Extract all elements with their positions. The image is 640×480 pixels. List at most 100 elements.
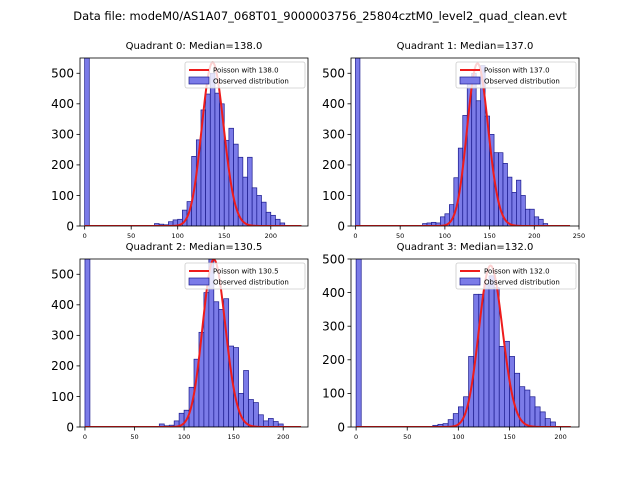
legend-box bbox=[455, 61, 577, 89]
x-tick-label: 50 bbox=[130, 433, 138, 441]
x-tick-label: 100 bbox=[452, 433, 464, 441]
histogram-bar bbox=[355, 259, 362, 427]
histogram-bar bbox=[534, 406, 541, 427]
y-tick-label: 300 bbox=[51, 128, 74, 142]
quadrant-panel-2: Quadrant 2: Median=130.50100200300400500… bbox=[51, 242, 309, 441]
histogram-bar bbox=[205, 93, 211, 226]
legend-bar-swatch bbox=[188, 277, 210, 286]
legend-label-observed: Observed distribution bbox=[484, 279, 560, 287]
histogram-bar bbox=[251, 187, 258, 226]
y-tick-label: 200 bbox=[322, 353, 345, 367]
x-tick-label: 0 bbox=[83, 433, 87, 441]
x-tick-label: 50 bbox=[396, 232, 404, 240]
y-tick-label: 300 bbox=[322, 320, 345, 334]
panel-title: Quadrant 3: Median=132.0 bbox=[397, 242, 534, 253]
y-tick-label: 0 bbox=[337, 219, 345, 233]
histogram-bar bbox=[516, 179, 522, 226]
legend-label-observed: Observed distribution bbox=[213, 78, 289, 86]
histogram-bar bbox=[247, 156, 253, 226]
x-tick-label: 150 bbox=[227, 433, 239, 441]
panel-title: Quadrant 1: Median=137.0 bbox=[397, 41, 534, 52]
y-tick-label: 300 bbox=[51, 329, 74, 343]
legend-label-poisson: Poisson with 130.5 bbox=[213, 268, 279, 276]
histogram-bar bbox=[507, 176, 513, 226]
y-tick-label: 400 bbox=[322, 286, 345, 300]
axes-frame bbox=[79, 57, 309, 227]
histogram-bar bbox=[213, 301, 220, 427]
y-tick-label: 500 bbox=[51, 268, 74, 282]
y-tick-label: 100 bbox=[51, 189, 74, 203]
histogram-bar bbox=[483, 283, 490, 427]
histogram-bar bbox=[524, 208, 531, 226]
legend-label-observed: Observed distribution bbox=[213, 279, 289, 287]
histogram-bar bbox=[511, 192, 517, 226]
y-tick-label: 200 bbox=[51, 158, 74, 172]
histogram-bar bbox=[242, 176, 248, 226]
y-tick-label: 500 bbox=[51, 67, 74, 81]
histogram-bar bbox=[520, 195, 526, 226]
figure-suptitle: Data file: modeM0/AS1A07_068T01_90000037… bbox=[73, 9, 567, 23]
x-tick-label: 50 bbox=[403, 433, 411, 441]
histogram-bar bbox=[475, 100, 481, 226]
x-tick-label: 200 bbox=[277, 433, 289, 441]
x-tick-label: 200 bbox=[554, 433, 566, 441]
x-tick-label: 100 bbox=[439, 232, 451, 240]
histogram-bar bbox=[214, 92, 220, 226]
legend-label-poisson: Poisson with 138.0 bbox=[213, 67, 279, 75]
x-tick-label: 150 bbox=[503, 433, 515, 441]
histogram-bar bbox=[277, 423, 284, 427]
x-tick-label: 150 bbox=[218, 232, 230, 240]
quadrant-panel-3: Quadrant 3: Median=132.00100200300400500… bbox=[322, 242, 580, 441]
x-tick-label: 200 bbox=[528, 232, 540, 240]
legend-box bbox=[184, 61, 306, 89]
axes-frame bbox=[350, 258, 580, 428]
histogram-bar bbox=[218, 309, 225, 427]
panel-title: Quadrant 2: Median=130.5 bbox=[126, 242, 263, 253]
y-tick-label: 400 bbox=[51, 298, 74, 312]
histogram-bar bbox=[275, 218, 281, 226]
axes-frame bbox=[79, 258, 309, 428]
histogram-bar bbox=[258, 414, 264, 427]
legend-label-observed: Observed distribution bbox=[484, 78, 560, 86]
legend-bar-swatch bbox=[188, 76, 210, 85]
histogram-bar bbox=[209, 72, 216, 226]
x-tick-label: 150 bbox=[483, 232, 495, 240]
quadrant-panel-0: Quadrant 0: Median=138.00100200300400500… bbox=[51, 41, 309, 240]
legend: Poisson with 138.0 Observed distribution bbox=[184, 61, 306, 89]
legend-label-poisson: Poisson with 132.0 bbox=[484, 268, 550, 276]
histogram-bar bbox=[533, 216, 540, 226]
histogram-bars bbox=[84, 259, 284, 427]
x-tick-label: 200 bbox=[265, 232, 277, 240]
legend-box bbox=[184, 262, 306, 290]
histogram-bar bbox=[498, 346, 505, 427]
histogram-bar bbox=[253, 402, 259, 427]
histogram-bar bbox=[514, 372, 521, 427]
x-tick-label: 100 bbox=[178, 433, 190, 441]
y-tick-label: 0 bbox=[337, 420, 345, 434]
histogram-bar bbox=[268, 418, 274, 427]
histogram-bar bbox=[538, 218, 544, 226]
histogram-bar bbox=[524, 389, 531, 427]
quadrant-panel-1: Quadrant 1: Median=137.00100200300400500… bbox=[322, 41, 585, 240]
y-tick-label: 300 bbox=[322, 128, 345, 142]
histogram-bar bbox=[529, 396, 536, 427]
x-tick-label: 0 bbox=[354, 433, 358, 441]
y-tick-label: 200 bbox=[322, 158, 345, 172]
histogram-bar bbox=[243, 370, 249, 427]
y-tick-label: 0 bbox=[66, 219, 74, 233]
poisson-curve bbox=[355, 62, 571, 226]
histogram-bar bbox=[471, 72, 477, 226]
histogram-bar bbox=[84, 259, 91, 427]
legend-box bbox=[455, 262, 577, 290]
x-tick-label: 0 bbox=[83, 232, 87, 240]
y-tick-label: 100 bbox=[322, 387, 345, 401]
x-tick-label: 50 bbox=[127, 232, 135, 240]
y-tick-label: 500 bbox=[322, 252, 345, 266]
x-tick-label: 100 bbox=[172, 232, 184, 240]
legend: Poisson with 132.0 Observed distribution bbox=[455, 262, 577, 290]
x-tick-label: 0 bbox=[353, 232, 357, 240]
histogram-bar bbox=[529, 208, 535, 226]
legend-bar-swatch bbox=[459, 277, 481, 286]
y-tick-label: 0 bbox=[66, 420, 74, 434]
